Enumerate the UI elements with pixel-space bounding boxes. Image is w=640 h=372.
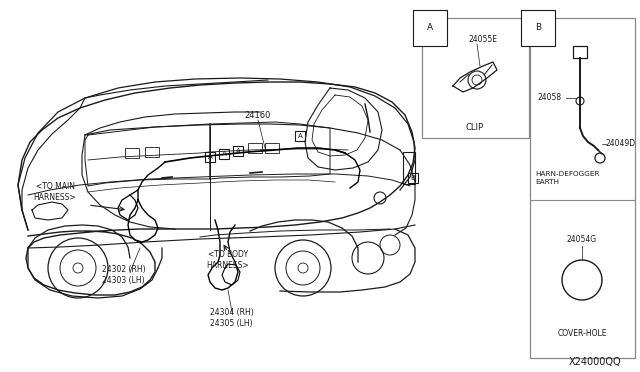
Text: A: A [221, 151, 227, 157]
Bar [422, 18, 529, 138]
Bar [145, 147, 159, 157]
Bar [219, 149, 229, 159]
Text: A: A [236, 148, 241, 154]
Text: X24000QQ: X24000QQ [569, 357, 621, 367]
Text: <TO BODY
HARNESS>: <TO BODY HARNESS> [207, 250, 250, 270]
Text: 24302 (RH)
24303 (LH): 24302 (RH) 24303 (LH) [102, 264, 146, 285]
Text: 24049D: 24049D [606, 140, 636, 148]
Text: 24160: 24160 [245, 110, 271, 119]
Text: COVER-HOLE: COVER-HOLE [557, 328, 607, 337]
Bar [403, 152, 415, 184]
Bar [573, 46, 587, 58]
Text: A: A [298, 133, 302, 139]
Text: B: B [411, 175, 415, 181]
Bar [248, 143, 262, 153]
Bar [295, 131, 305, 141]
Text: 24055E: 24055E [468, 35, 497, 45]
Text: CLIP: CLIP [466, 124, 484, 132]
Text: 24058: 24058 [538, 93, 562, 103]
Text: A: A [207, 154, 212, 160]
Text: 24054G: 24054G [567, 235, 597, 244]
Text: HARN-DEFOGGER
EARTH: HARN-DEFOGGER EARTH [535, 171, 600, 185]
Bar [265, 143, 279, 153]
Bar [530, 18, 635, 358]
Bar [205, 152, 215, 162]
Bar [125, 148, 139, 158]
Text: A: A [427, 23, 433, 32]
Text: 24304 (RH)
24305 (LH): 24304 (RH) 24305 (LH) [210, 308, 253, 328]
Bar [408, 173, 418, 183]
Bar [233, 146, 243, 156]
Text: <TO MAIN
HARNESS>: <TO MAIN HARNESS> [34, 182, 76, 202]
Text: B: B [535, 23, 541, 32]
